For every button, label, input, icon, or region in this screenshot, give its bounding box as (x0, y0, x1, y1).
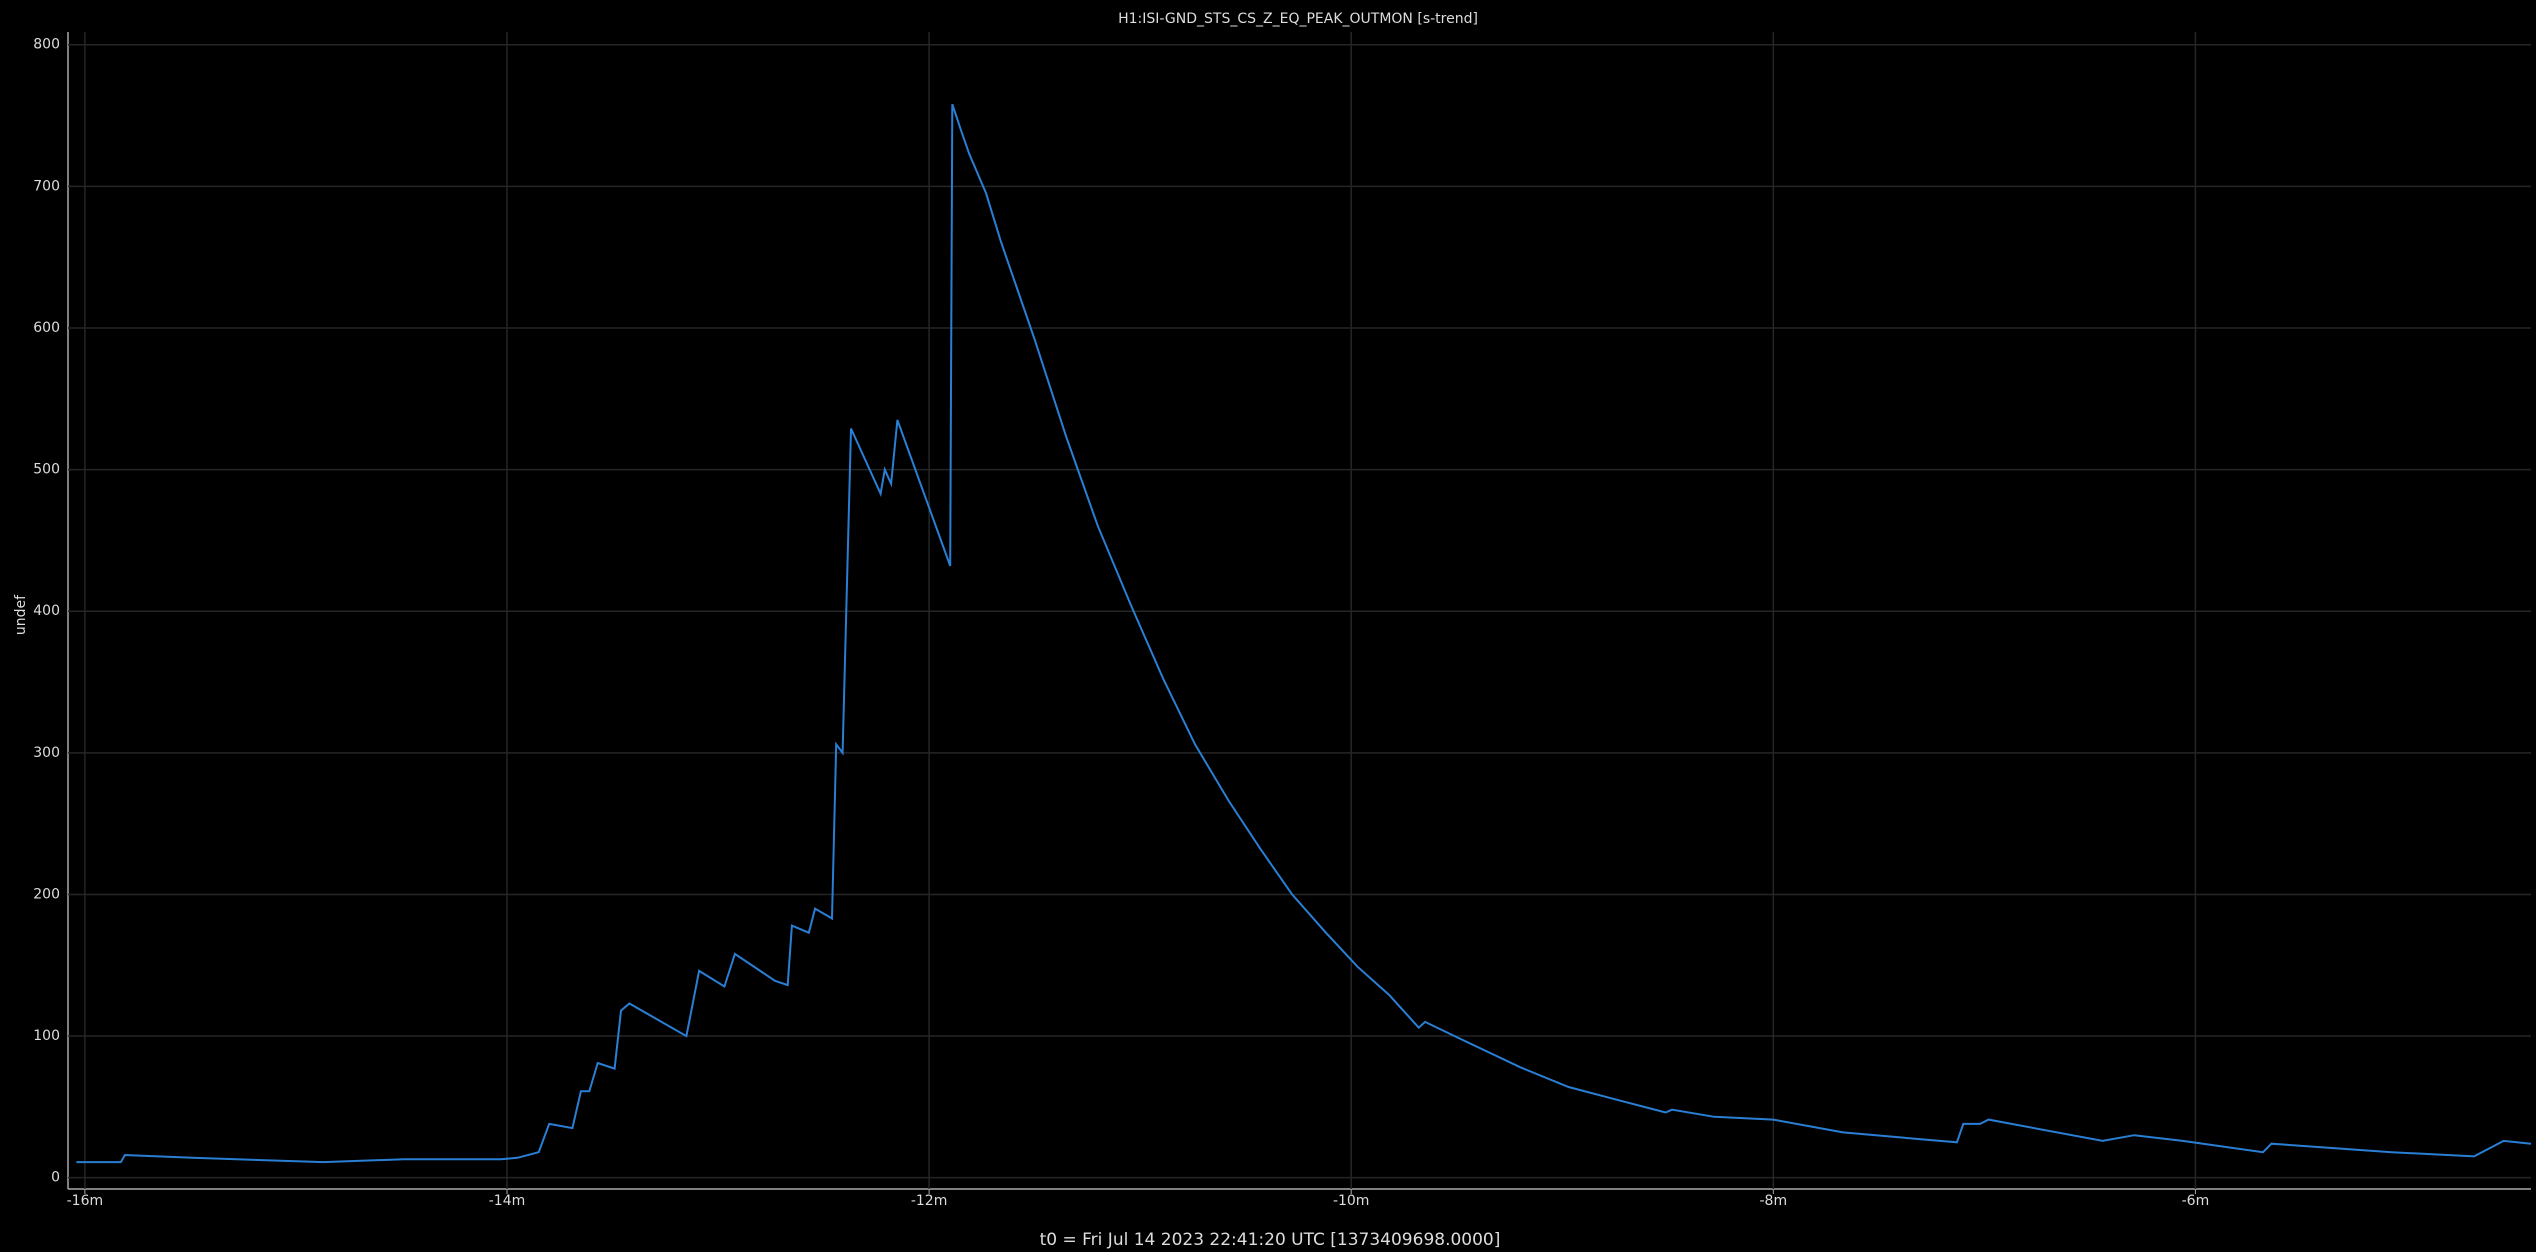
x-tick-label: -14m (489, 1193, 526, 1209)
x-axis-label: t0 = Fri Jul 14 2023 22:41:20 UTC [13734… (1040, 1230, 1501, 1250)
y-axis-label: undef (13, 594, 29, 635)
x-tick-label: -16m (67, 1193, 104, 1209)
y-tick-label: 600 (33, 320, 60, 336)
chart-title: H1:ISI-GND_STS_CS_Z_EQ_PEAK_OUTMON [s-tr… (1118, 11, 1478, 27)
y-tick-label: 300 (33, 745, 60, 761)
y-tick-label: 700 (33, 178, 60, 194)
y-tick-label: 800 (33, 37, 60, 53)
y-tick-label: 400 (33, 603, 60, 619)
y-tick-label: 200 (33, 886, 60, 902)
y-tick-label: 0 (51, 1170, 60, 1186)
y-tick-label: 100 (33, 1028, 60, 1044)
line-series (76, 103, 2532, 1164)
y-tick-label: 500 (33, 462, 60, 478)
x-tick-label: -10m (1333, 1193, 1370, 1209)
x-tick-label: -12m (911, 1193, 948, 1209)
x-tick-label: -6m (2182, 1193, 2210, 1209)
x-tick-label: -8m (1760, 1193, 1788, 1209)
